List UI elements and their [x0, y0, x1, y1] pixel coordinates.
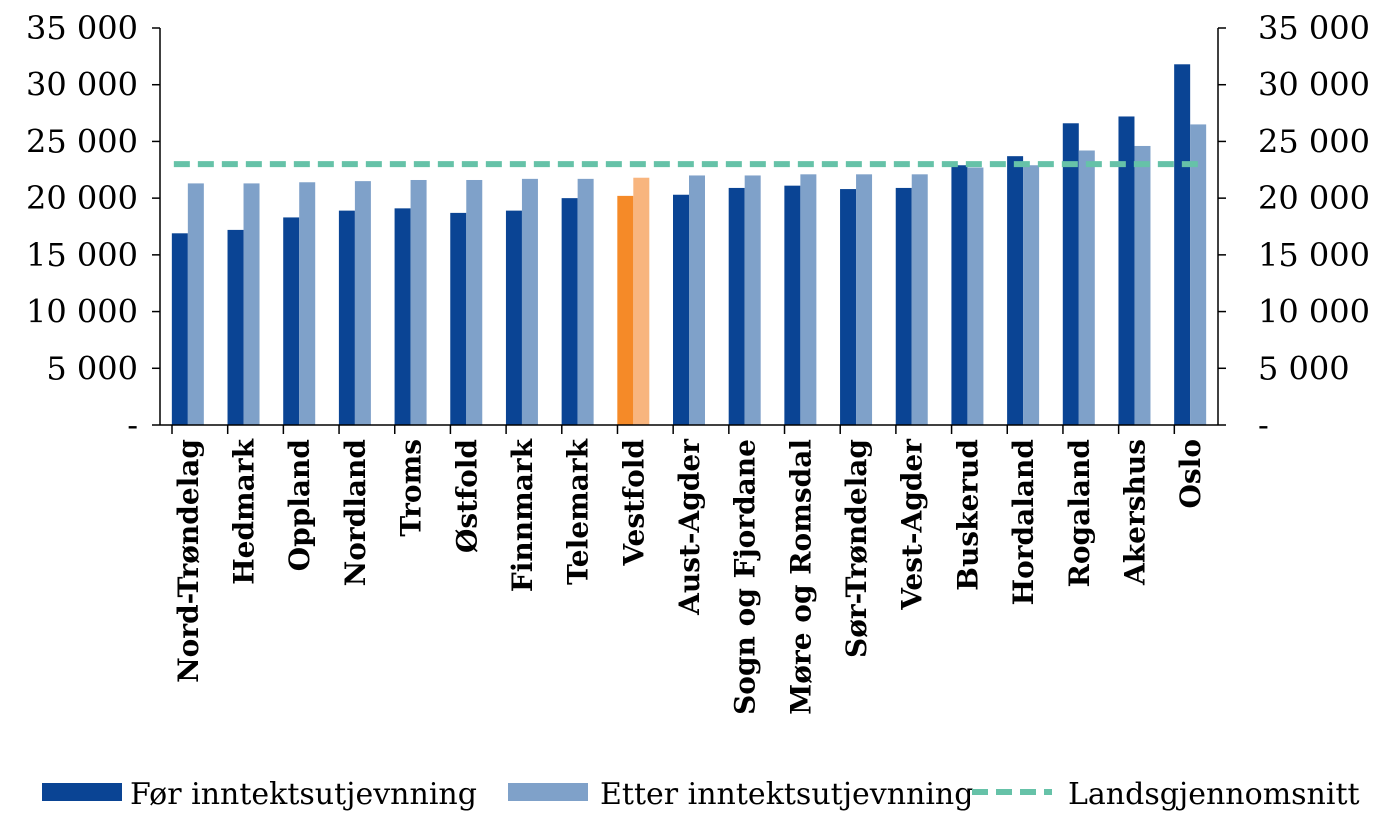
y-tick-label-right-3: 15 000	[1258, 236, 1370, 274]
bar-before-18	[1174, 64, 1191, 425]
y-tick-label-left-4: 20 000	[26, 179, 138, 217]
bar-after-4	[410, 179, 427, 425]
bar-after-9	[689, 175, 705, 425]
x-tick-label-7: Telemark	[562, 438, 595, 584]
x-tick-label-18: Oslo	[1174, 439, 1207, 508]
y-tick-label-right-0: -	[1258, 406, 1269, 444]
bar-before-2	[283, 217, 300, 425]
x-tick-label-11: Møre og Romsdal	[784, 439, 817, 715]
x-tick-label-15: Hordaland	[1007, 439, 1040, 605]
x-tick-label-8: Vestfold	[617, 439, 650, 567]
y-tick-label-right-6: 30 000	[1258, 66, 1370, 104]
bar-before-11	[784, 185, 801, 425]
y-tick-label-left-1: 5 000	[46, 349, 138, 387]
x-tick-label-1: Hedmark	[228, 438, 261, 584]
bar-before-4	[394, 208, 411, 425]
legend-swatch-1	[508, 783, 588, 801]
x-tick-label-12: Sør-Trøndelag	[840, 439, 873, 658]
x-tick-label-0: Nord-Trøndelag	[172, 439, 205, 683]
bar-before-12	[840, 189, 857, 425]
y-tick-label-right-7: 35 000	[1258, 9, 1370, 47]
bar-after-10	[744, 175, 761, 425]
bar-before-17	[1118, 116, 1135, 425]
bar-before-10	[728, 187, 745, 425]
legend-label-2: Landsgjennomsnitt	[1068, 777, 1360, 812]
legend-label-0: Før inntektsutjevnning	[130, 777, 477, 812]
x-tick-label-10: Sogn og Fjordane	[729, 439, 762, 715]
x-tick-label-14: Buskerud	[951, 439, 984, 591]
bar-after-0	[187, 183, 204, 425]
x-tick-label-16: Rogaland	[1063, 439, 1096, 587]
x-tick-label-4: Troms	[395, 439, 428, 537]
x-tick-label-5: Østfold	[450, 439, 483, 553]
bar-before-15	[1007, 156, 1024, 425]
bar-after-14	[967, 167, 984, 425]
bar-after-13	[911, 174, 928, 425]
legend-label-1: Etter inntektsutjevnning	[600, 777, 973, 812]
x-tick-label-3: Nordland	[339, 439, 372, 586]
bar-before-7	[561, 198, 578, 425]
y-tick-label-left-3: 15 000	[26, 236, 138, 274]
bar-after-16	[1078, 150, 1095, 425]
x-tick-label-13: Vest-Agder	[896, 438, 929, 611]
x-tick-label-9: Aust-Agder	[673, 438, 706, 616]
bar-after-15	[1023, 165, 1040, 425]
x-tick-label-2: Oppland	[283, 439, 316, 571]
bar-before-1	[227, 229, 244, 425]
bar-after-1	[243, 183, 260, 425]
bar-after-17	[1134, 145, 1151, 426]
bar-before-14	[951, 165, 968, 425]
bar-before-3	[338, 210, 355, 425]
y-tick-label-left-7: 35 000	[26, 9, 138, 47]
bar-after-8	[633, 177, 650, 425]
bar-after-11	[800, 174, 817, 425]
legend-swatch-0	[42, 783, 122, 801]
y-tick-label-left-2: 10 000	[26, 293, 138, 331]
bar-after-3	[354, 181, 371, 425]
bar-before-13	[895, 187, 912, 425]
bar-before-6	[505, 210, 522, 425]
bar-after-2	[299, 182, 316, 425]
y-tick-label-right-5: 25 000	[1258, 122, 1370, 160]
y-tick-label-left-6: 30 000	[26, 66, 138, 104]
bar-before-5	[450, 212, 467, 425]
bar-before-16	[1062, 123, 1079, 425]
y-tick-label-left-0: -	[127, 406, 138, 444]
bar-before-8	[617, 195, 634, 425]
y-tick-label-right-4: 20 000	[1258, 179, 1370, 217]
y-tick-label-left-5: 25 000	[26, 122, 138, 160]
bar-before-0	[171, 233, 188, 425]
bar-after-7	[577, 178, 594, 425]
bar-after-6	[521, 178, 538, 425]
x-tick-label-17: Akershus	[1118, 439, 1151, 586]
x-tick-label-6: Finnmark	[506, 438, 539, 592]
y-tick-label-right-1: 5 000	[1258, 349, 1350, 387]
bar-after-12	[856, 174, 873, 425]
bar-before-9	[673, 194, 689, 425]
bar-after-18	[1190, 124, 1207, 426]
y-tick-label-right-2: 10 000	[1258, 293, 1370, 331]
bar-after-5	[466, 179, 483, 425]
